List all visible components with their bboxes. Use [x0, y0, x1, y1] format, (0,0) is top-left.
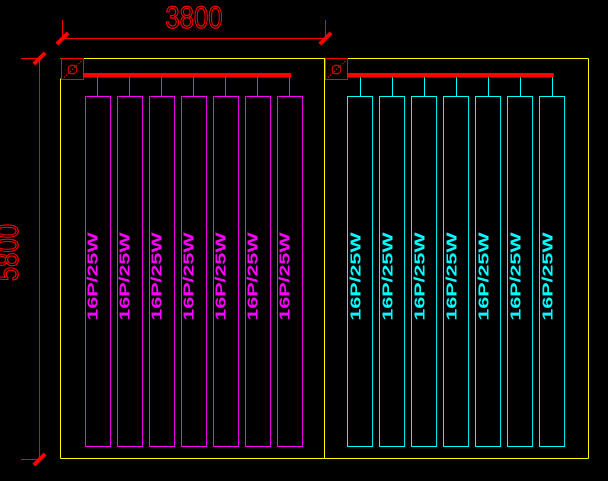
- svg-text:16P/25W: 16P/25W: [84, 232, 101, 321]
- svg-text:3800: 3800: [165, 1, 222, 36]
- svg-text:16P/25W: 16P/25W: [244, 232, 261, 321]
- svg-text:16P/25W: 16P/25W: [180, 232, 197, 321]
- svg-text:16P/25W: 16P/25W: [507, 232, 524, 321]
- svg-text:16P/25W: 16P/25W: [475, 232, 492, 321]
- svg-text:5800: 5800: [0, 224, 26, 281]
- svg-text:16P/25W: 16P/25W: [116, 232, 133, 321]
- svg-text:16P/25W: 16P/25W: [212, 232, 229, 321]
- svg-text:16P/25W: 16P/25W: [347, 232, 364, 321]
- svg-text:16P/25W: 16P/25W: [411, 232, 428, 321]
- svg-text:16P/25W: 16P/25W: [148, 232, 165, 321]
- svg-text:16P/25W: 16P/25W: [379, 232, 396, 321]
- svg-text:16P/25W: 16P/25W: [539, 232, 556, 321]
- svg-text:16P/25W: 16P/25W: [276, 232, 293, 321]
- svg-text:16P/25W: 16P/25W: [443, 232, 460, 321]
